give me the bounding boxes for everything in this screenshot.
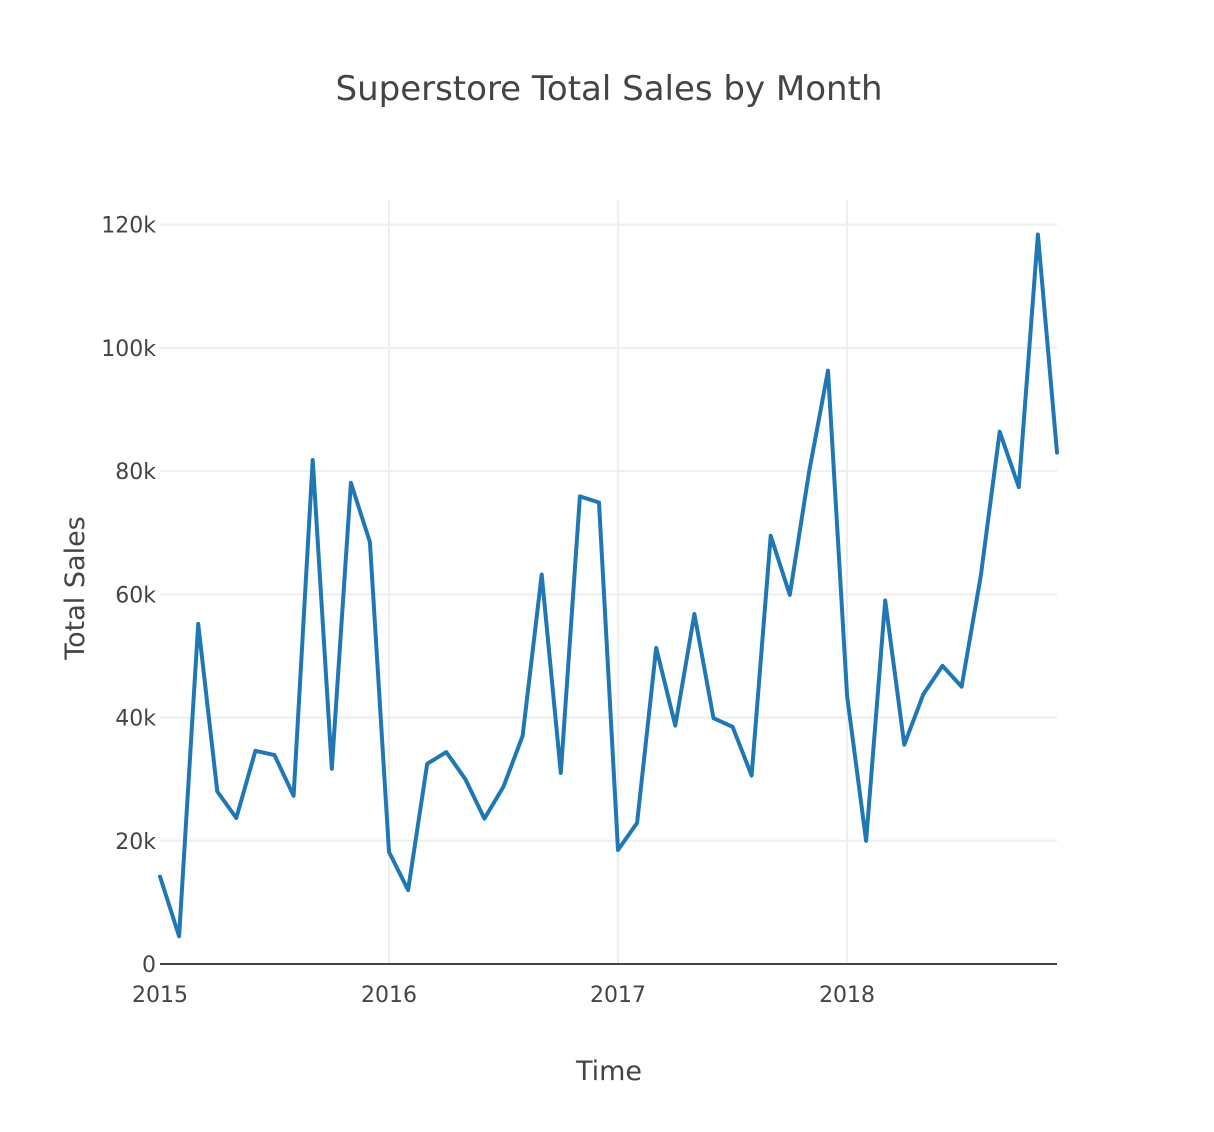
chart-title: Superstore Total Sales by Month — [335, 69, 882, 109]
y-tick-label: 40k — [115, 707, 156, 732]
y-tick-label: 100k — [101, 337, 156, 362]
y-tick-label: 120k — [101, 214, 156, 239]
axis-layer: 0 20k 40k 60k 80k 100k 120k 2015 2016 2017 2018 — [101, 214, 1057, 1008]
y-tick-label: 80k — [115, 460, 156, 485]
x-axis-title: Time — [575, 1056, 642, 1087]
y-axis-title: Total Sales — [60, 516, 91, 661]
y-tick-label: 0 — [142, 953, 156, 978]
series-layer — [158, 232, 1059, 939]
x-tick-label: 2015 — [132, 983, 188, 1008]
x-tick-label: 2016 — [361, 983, 417, 1008]
y-tick-label: 60k — [115, 583, 156, 608]
x-tick-label: 2018 — [819, 983, 875, 1008]
grid-layer — [160, 200, 1057, 964]
y-tick-label: 20k — [115, 830, 156, 855]
x-tick-label: 2017 — [590, 983, 646, 1008]
series-line — [158, 232, 1059, 939]
